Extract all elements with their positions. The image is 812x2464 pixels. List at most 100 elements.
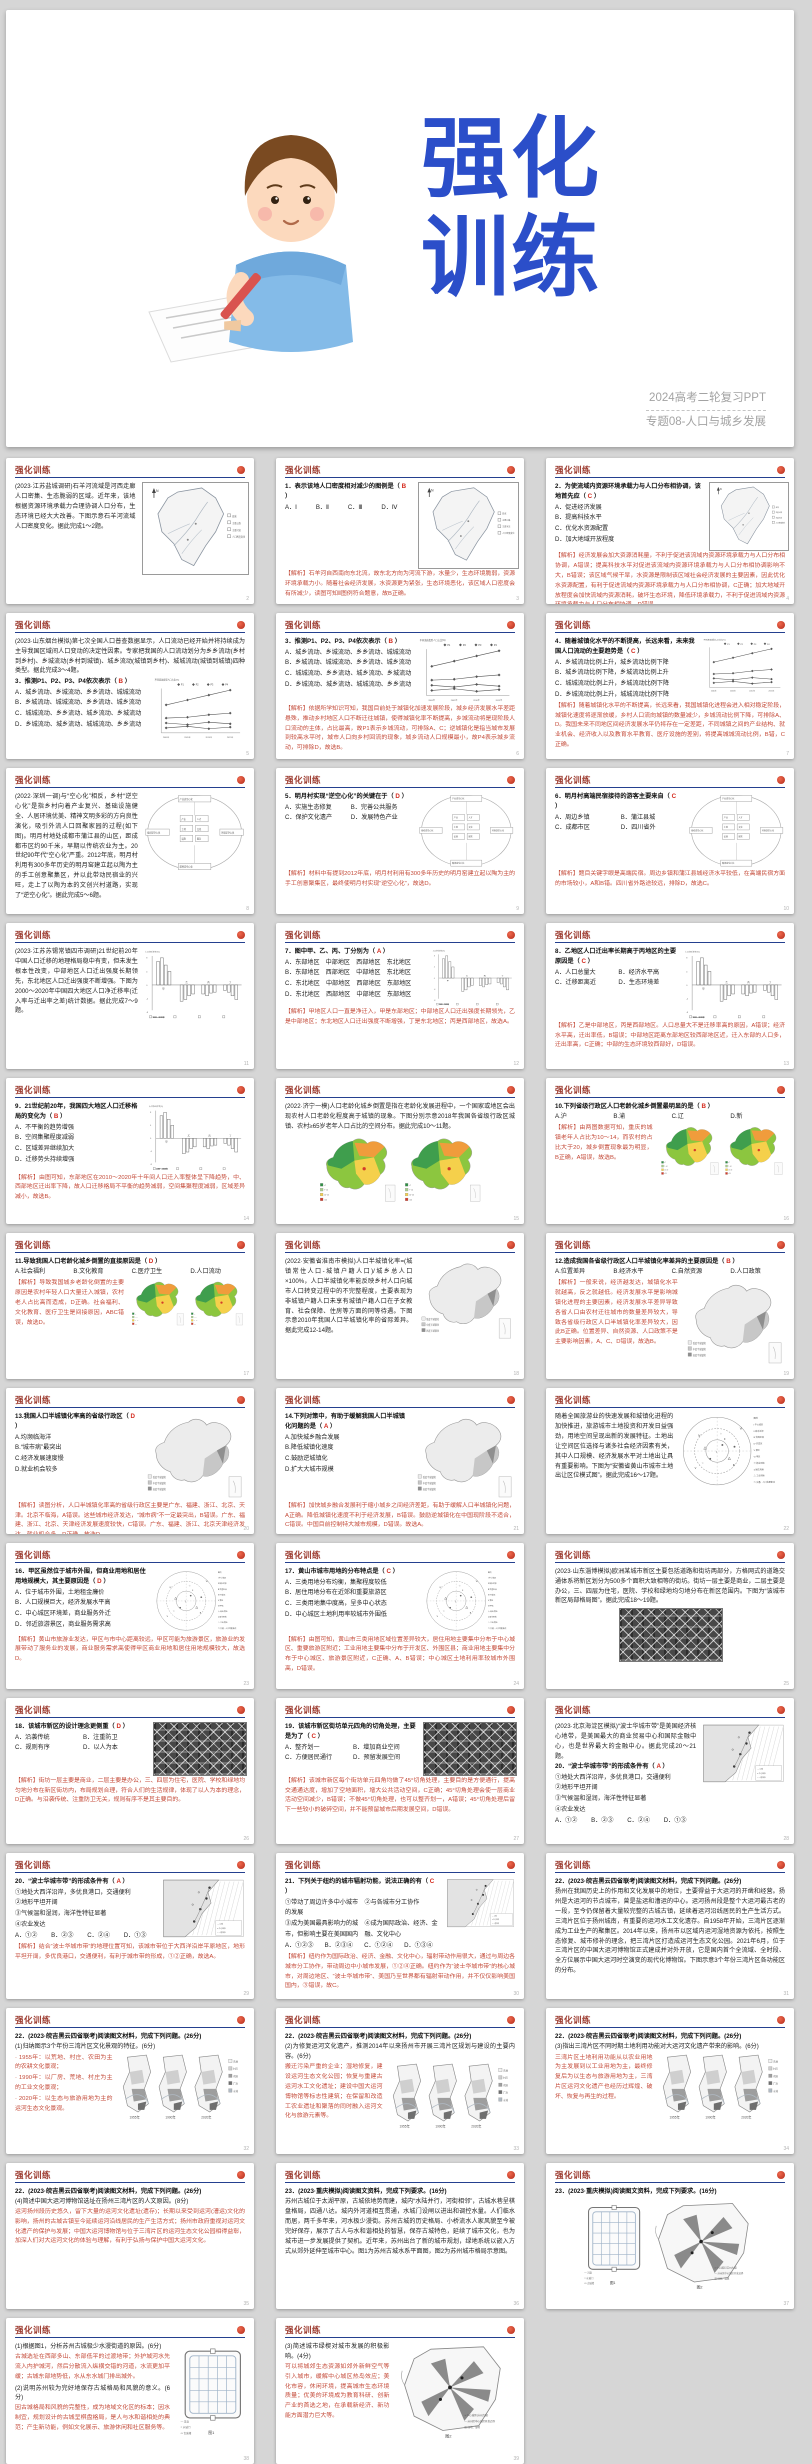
slide-thumbnail[interactable]: 强化训练 (1)根据图1，分析苏州古城极少水漫街道的原因。(6分) 古城选址在西部多…	[6, 2318, 254, 2464]
slide-figure-column: — 河道 ⌷ 水城门 ▭ 古城墙 图1	[176, 2342, 245, 2439]
svg-text:P4: P4	[494, 644, 498, 647]
slide-thumbnail[interactable]: 强化训练 6．明月村高端民宿接待的游客主要来自 C A．周边乡镇 B．蒲江县城 C．成都市…	[546, 768, 794, 914]
slide-thumbnail[interactable]: 强化训练 (2023·江苏苏锡常镇四市调研)21世纪前20年中国人口迁移的地理格局…	[6, 923, 254, 1069]
slide-thumbnail[interactable]: 强化训练 22．(2023·皖吉黑云四省联考)阅读图文材料，完成下列问题。(26分…	[6, 2008, 254, 2154]
option-item: D．乡城流动、城乡流动、城城流动、乡乡流动	[15, 720, 142, 728]
svg-text:文化: 文化	[197, 827, 202, 831]
slide-thumbnail[interactable]: 强化训练 (3)简述城市绿楔对城市发展的积极影响。(4分) 可以将城郊生态资源如郊外…	[276, 2318, 524, 2464]
slide-thumbnail[interactable]: 强化训练 12.造成我国各省级行政区人口半城镇化率差异的主要原因是 B A.位置差异 B…	[546, 1233, 794, 1379]
svg-text:精神逆空心化: 精神逆空心化	[180, 864, 194, 868]
slide-header-title: 强化训练	[15, 1394, 52, 1405]
svg-text:丁: 丁	[769, 981, 772, 984]
svg-text:P2: P2	[463, 644, 467, 647]
slide-thumbnail[interactable]: 强化训练 (2023·山东淄博模拟)欧洲某城市新区主要包括道路和街坊两部分，方格网…	[546, 1543, 794, 1689]
title-slide[interactable]: 强化 训练 2024高考二轮复习PPT 专题08-人口与城乡发展	[6, 10, 794, 447]
slide-thumbnail[interactable]: 强化训练 5．明月村实现“逆空心化”的关键在于 D A．实施生态修复 B．完善公共服务 C…	[276, 768, 524, 914]
slide-thumbnail[interactable]: 强化训练 7．图中甲、乙、丙、丁分别为 A A．东部地区 中部地区 西部地区 东北地区…	[276, 923, 524, 1069]
question-stem: 5．明月村实现“逆空心化”的关键在于	[285, 793, 388, 801]
slide-text-column: 【解析】一般来说，经济越发达，城镇化水平就越高，反之就越低。经济发展水平是影响城…	[555, 1278, 678, 1349]
option-item: B．增加商业空间	[353, 1743, 400, 1751]
brand-seal-icon	[777, 1550, 785, 1559]
slide-header-title: 强化训练	[285, 2169, 322, 2180]
svg-text:1955年: 1955年	[399, 2124, 409, 2129]
svg-text:2010～2015年: 2010～2015年	[439, 1003, 449, 1006]
slide-thumbnail[interactable]: 强化训练 18．该城市新区的设计理念更侧重 D A．沿袭传统 B．注重防卫 C．规则有序 D…	[6, 1698, 254, 1844]
slide-thumbnail[interactable]: 强化训练 (2022·济宁一模)人口老龄化城乡倒置是指在老龄化发展进程中，一个国家…	[276, 1078, 524, 1224]
slide-page-number: 19	[783, 1371, 789, 1377]
slide-thumbnail[interactable]: 强化训练 21．下列关于纽约的城市辐射功能，说法正确的有 C ①带动了周边许多中小城市…	[276, 1853, 524, 1999]
svg-text:图例: 图例	[754, 1416, 758, 1420]
slide-thumbnail[interactable]: 强化训练 22．(2023·皖吉黑云四省联考)阅读图文材料，完成下列问题。(26分…	[546, 2008, 794, 2154]
slide-thumbnail[interactable]: 强化训练2．为使流域内资源环境承载力与人口分布相协调，该地首先应CA．促进经济发…	[546, 458, 794, 604]
intro-text: (2022·深圳一调)与“空心化”相反，乡村“逆空心化”是指乡村向着产业复兴、基…	[15, 793, 138, 899]
svg-text:2000年: 2000年	[163, 735, 169, 739]
svg-text:Ⅵ 甲区: Ⅵ 甲区	[488, 1603, 494, 1607]
option-item: ①地处大西洋沿岸，多优良港口，交通便利	[15, 1888, 131, 1896]
slide-thumbnail[interactable]: 强化训练 (2023·北京海淀区模拟)“波士华城市带”是美国经济核心地带，是美国最…	[546, 1698, 794, 1844]
footer-topic: 专题08-人口与城乡发展	[645, 416, 766, 429]
slide-thumbnail[interactable]: 强化训练19．该城市新区街坊单元四角的切角处理，主要是为了CA．整齐划一B．增加…	[276, 1698, 524, 1844]
svg-text:Ⅵ: Ⅵ	[476, 1581, 478, 1583]
answer-value: B	[401, 483, 407, 491]
slide-thumbnail[interactable]: 强化训练 23．(2023·重庆模拟)阅读图文资料，完成下列要求。(16分) — …	[546, 2163, 794, 2309]
svg-text:土地: 土地	[724, 825, 728, 829]
slide-thumbnail[interactable]: 强化训练 (2023·江苏盐城调研)石羊河流域是河西走廊人口密集、生态脆弱的区域。…	[6, 458, 254, 604]
svg-text:△ 工业用地: △ 工业用地	[488, 1620, 498, 1624]
slide-thumbnail[interactable]: 强化训练 3．推测P1、P2、P3、P4依次表示 B A．城乡流动、乡城流动、乡乡流动…	[276, 613, 524, 759]
slide-header-title: 强化训练	[555, 2169, 592, 2180]
header-divider	[285, 2026, 515, 2029]
slide-thumbnail[interactable]: 强化训练 22．(2023·皖吉黑云四省联考)阅读图文材料，完成下列问题。(26分…	[6, 2163, 254, 2309]
svg-text:-8: -8	[151, 1164, 153, 1166]
slide-thumbnail[interactable]: 强化训练 16．甲区虽然位于城市外围，但商业用地和居住用地规模大，其主要原因是DA…	[6, 1543, 254, 1689]
slide-thumbnail[interactable]: 强化训练 11.导致我国人口老龄化城乡倒置的直接原因是 D A.社会福利 B.文化教育 C…	[6, 1233, 254, 1379]
answer-bullet-text: 2020年：以生态与旅游用地为主的运河生态文化景观。	[15, 2095, 113, 2112]
slide-page-number: 29	[243, 1991, 249, 1997]
slide-header-title: 强化训练	[555, 1549, 592, 1560]
answer-value: B	[118, 678, 123, 686]
slide-thumbnail[interactable]: 强化训练8．乙地区人口迁出率长期高于丙地区的主要原因是CA．人口总量大B．经济水…	[546, 923, 794, 1069]
brand-seal-icon	[507, 1860, 515, 1869]
slide-thumbnail[interactable]: 强化训练 13.我国人口半城镇化率高的省级行政区 D A.均濒临海洋 B.“城市病”最突…	[6, 1388, 254, 1534]
svg-text:8: 8	[434, 955, 435, 957]
slide-thumbnail[interactable]: 强化训练 4．随着城镇化水平的不断提高，长远来看，未来我国人口流动的主要趋势是CA…	[546, 613, 794, 759]
svg-text:Ⅳ: Ⅳ	[440, 1587, 442, 1589]
slide-body: 【解析】由两图数据可知，重庆的城镇老年人占比为10～14，而农村的占比大于20，…	[555, 1123, 785, 1177]
svg-text:产业: 产业	[724, 815, 728, 819]
svg-text:⇋ 交通、人口等要素流: ⇋ 交通、人口等要素流	[754, 1480, 775, 1484]
slide-thumbnail[interactable]: 强化训练 23．(2023·重庆模拟)阅读图文资料，完成下列要求。(16分) 苏州古…	[276, 2163, 524, 2309]
svg-text:产业逆空心化: 产业逆空心化	[722, 796, 734, 800]
slide-thumbnail[interactable]: 强化训练 (2023·山东烟台模拟)第七次全国人口普查数据显示，人口流动已经开始并…	[6, 613, 254, 759]
svg-text:2005年: 2005年	[451, 698, 458, 702]
slide-thumbnail[interactable]: 强化训练 (2022·深圳一调)与“空心化”相反，乡村“逆空心化”是指乡村向着产业…	[6, 768, 254, 914]
figure-triple-map: 1955年 1990年 2020年 荒地 村庄 农田 厂房 水域	[659, 2053, 786, 2120]
slide-thumbnail[interactable]: 强化训练 10.下列省级行政区人口老龄化城乡倒置最明显的是 B A.沪 B.渝 C.辽 D.…	[546, 1078, 794, 1224]
option-item: D．预留发展空间	[353, 1754, 401, 1762]
analysis-text: 【解析】题目关键字眼是高端民宿。周边乡镇和蒲江县城经济水平较低，在高端民宿方面的…	[555, 871, 785, 888]
svg-text:14~20: 14~20	[729, 1170, 733, 1172]
slide-thumbnail[interactable]: 强化训练9．21世纪前20年，我国四大地区人口迁移格局的变化为BA．不平衡的趋势…	[6, 1078, 254, 1224]
svg-text:厂房: 厂房	[773, 2081, 778, 2085]
slide-thumbnail[interactable]: 强化训练 20．“波士华城市带”的形成条件有 A ①地处大西洋沿岸，多优良港口，交通便…	[6, 1853, 254, 1999]
slide-thumbnail[interactable]: 强化训练 22．(2023·皖吉黑云四省联考)阅读图文材料，完成下列问题。(26分…	[546, 1853, 794, 1999]
slide-thumbnail[interactable]: 强化训练14.下列对策中，有助于缓解我国人口半城镇化问题的是AA.加快城乡融合发…	[276, 1388, 524, 1534]
svg-text:Ⅱ 城市近郊: Ⅱ 城市近郊	[754, 1429, 764, 1433]
svg-text:● 居住用地: ● 居住用地	[218, 1614, 227, 1618]
svg-text:丁: 丁	[229, 1134, 232, 1137]
question-stem: 23．(2023·重庆模拟)阅读图文资料，完成下列要求。(16分)	[285, 2187, 447, 2195]
slide-thumbnail[interactable]: 强化训练 17．黄山市城市用地的分布特点是 C A．三类用地分布均衡，集聚程度较低 B．…	[276, 1543, 524, 1689]
slide-figure-column: 人口净迁移率(%) 甲 乙 丙 丁 8 4 0 -4 -8 2000～2005年 2005～2010…	[144, 947, 245, 1021]
slide-thumbnail[interactable]: 强化训练 随着全国旅游业的快速发展和城镇化进程的加快推进，旅游城市土地投资和开发日…	[546, 1388, 794, 1534]
answer-value: D	[97, 1578, 102, 1586]
slide-thumbnail[interactable]: 强化训练 (2022·安徽省淮南市模拟)人口半城镇化率=(城镇常住人口-城镇户籍人…	[276, 1233, 524, 1379]
question-text: 20．“波士华城市带”的形成条件有 A	[15, 1877, 156, 1887]
slide-page-number: 7	[786, 751, 789, 757]
svg-text:Ⅵ 甲区: Ⅵ 甲区	[754, 1454, 761, 1458]
svg-text:7~14: 7~14	[664, 1166, 667, 1168]
figure-wrap: — 河道 ⌷ 水城门 ▭ 古城墙 图1 ● 中心城区(苏州古城) — 苏州区中心城区开发…	[580, 2199, 759, 2293]
slide-figure-column: 人口净迁移率(%) 甲 乙 丙 丁 8 4 0 -4 -8 2000～2005年 2005～2010…	[684, 947, 785, 1021]
svg-text:图2: 图2	[446, 2432, 453, 2438]
slide-header-title: 强化训练	[555, 2014, 592, 2025]
slide-thumbnail[interactable]: 强化训练 1．表示该地人口密度相对减少的图例是 B A．Ⅰ B．Ⅱ C．Ⅲ D．Ⅳ N 县城主…	[276, 458, 524, 604]
slide-thumbnail[interactable]: 强化训练 22．(2023·皖吉黑云四省联考)阅读图文材料，完成下列问题。(26分…	[276, 2008, 524, 2154]
svg-text:甲: 甲	[447, 979, 449, 983]
